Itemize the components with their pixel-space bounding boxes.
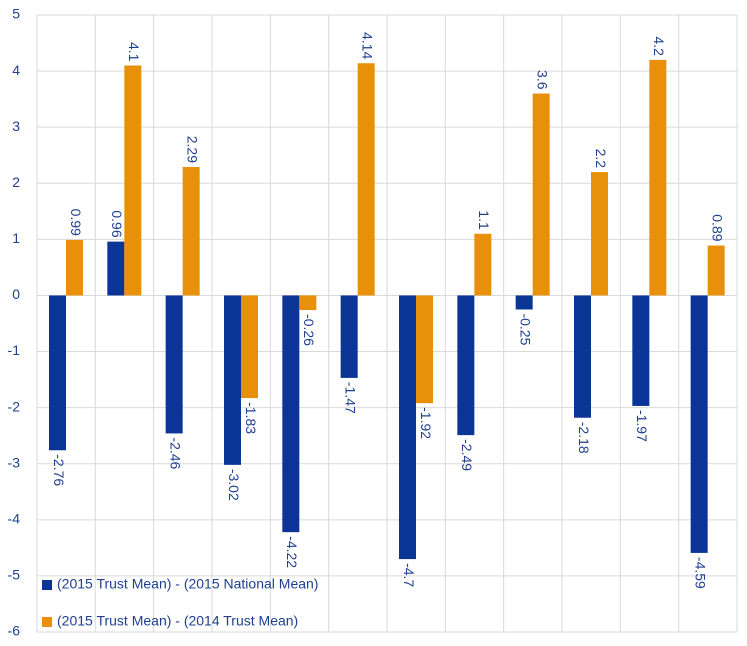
data-label: 4.2	[651, 36, 667, 56]
bar	[515, 295, 533, 310]
data-label: 2.2	[593, 149, 609, 169]
legend-label: (2015 Trust Mean) - (2015 National Mean)	[57, 576, 318, 592]
data-label: -2.49	[459, 439, 475, 471]
y-tick-label: 2	[12, 174, 20, 190]
bar	[416, 295, 433, 404]
data-label: -2.46	[167, 437, 183, 469]
data-label: -1.97	[634, 410, 650, 442]
data-label: 0.89	[709, 214, 725, 241]
bar	[224, 295, 241, 465]
y-tick-label: 4	[12, 62, 20, 78]
bar	[182, 167, 200, 296]
legend-swatch	[42, 617, 52, 627]
bar	[690, 295, 708, 553]
data-label: -4.22	[284, 536, 300, 568]
bar	[340, 295, 358, 378]
y-tick-label: -5	[8, 567, 21, 583]
bar	[532, 93, 550, 296]
data-label: 3.6	[534, 70, 550, 90]
data-label: -1.47	[342, 382, 358, 414]
y-tick-label: -2	[8, 398, 21, 414]
bar	[357, 63, 375, 296]
data-label: -1.92	[418, 407, 434, 439]
data-label: -0.26	[301, 314, 317, 346]
y-tick-label: 5	[12, 6, 20, 22]
data-label: 4.1	[126, 42, 142, 62]
data-label: 1.1	[476, 210, 492, 230]
y-tick-label: -6	[8, 623, 21, 639]
bar	[66, 239, 83, 296]
bar	[574, 295, 591, 418]
bar	[165, 295, 183, 434]
bar	[49, 295, 66, 451]
legend-swatch	[42, 580, 52, 590]
data-label: -2.18	[576, 422, 592, 454]
y-tick-label: -1	[8, 342, 21, 358]
y-tick-label: -4	[8, 511, 21, 527]
bar	[632, 295, 650, 406]
bar	[649, 59, 667, 296]
legend-label: (2015 Trust Mean) - (2014 Trust Mean)	[57, 613, 298, 629]
data-label: 2.29	[184, 136, 200, 163]
data-label: -1.83	[243, 402, 259, 434]
data-label: -4.7	[401, 563, 417, 587]
data-label: 0.96	[109, 210, 125, 237]
bar	[474, 233, 492, 296]
data-label: -3.02	[226, 469, 242, 501]
data-label: -2.76	[51, 454, 67, 486]
bar	[299, 295, 317, 311]
bar	[124, 65, 142, 296]
y-tick-label: 0	[12, 286, 20, 302]
data-label: 4.14	[359, 32, 375, 59]
data-label: -4.59	[692, 557, 708, 589]
bar	[591, 172, 608, 296]
bar	[107, 241, 125, 296]
bar	[282, 295, 300, 533]
y-tick-label: 3	[12, 118, 20, 134]
y-tick-label: 1	[12, 230, 20, 246]
bar	[707, 245, 725, 296]
data-label: 0.99	[68, 209, 84, 236]
data-label: -0.25	[517, 313, 533, 345]
bar	[241, 295, 258, 399]
y-tick-label: -3	[8, 454, 21, 470]
bar	[457, 295, 475, 436]
bar	[399, 295, 416, 560]
